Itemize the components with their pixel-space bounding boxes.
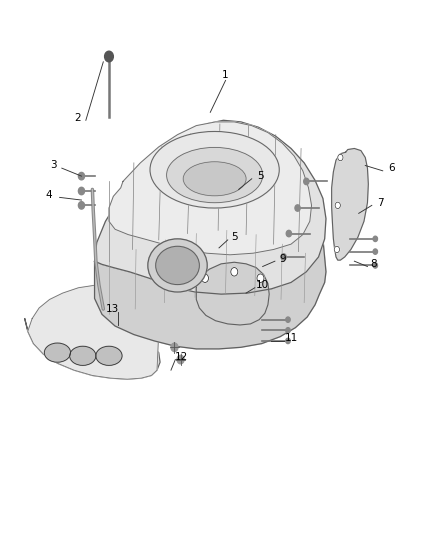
- Circle shape: [304, 178, 309, 184]
- Circle shape: [105, 51, 113, 62]
- Circle shape: [286, 230, 291, 237]
- Text: 4: 4: [46, 190, 52, 200]
- Circle shape: [78, 187, 85, 195]
- Text: 8: 8: [371, 259, 377, 269]
- Ellipse shape: [183, 162, 246, 196]
- Circle shape: [286, 328, 290, 333]
- Ellipse shape: [96, 346, 122, 366]
- Ellipse shape: [44, 343, 71, 362]
- Circle shape: [338, 155, 343, 161]
- Circle shape: [334, 246, 339, 253]
- Circle shape: [373, 263, 378, 268]
- Polygon shape: [25, 319, 160, 379]
- Polygon shape: [28, 284, 160, 379]
- Circle shape: [373, 236, 378, 241]
- Text: 3: 3: [50, 160, 57, 171]
- Circle shape: [177, 356, 184, 364]
- Text: 12: 12: [175, 352, 188, 362]
- Text: 11: 11: [284, 333, 298, 343]
- Polygon shape: [332, 149, 368, 260]
- Circle shape: [171, 343, 178, 352]
- Ellipse shape: [148, 239, 207, 292]
- Circle shape: [335, 202, 340, 208]
- Ellipse shape: [150, 132, 279, 208]
- Circle shape: [373, 249, 378, 254]
- Circle shape: [78, 172, 85, 180]
- Circle shape: [201, 274, 208, 282]
- Text: 5: 5: [257, 171, 264, 181]
- Text: 6: 6: [388, 163, 395, 173]
- Text: 1: 1: [222, 70, 229, 80]
- Circle shape: [286, 338, 290, 344]
- Text: 2: 2: [74, 112, 81, 123]
- Ellipse shape: [155, 246, 199, 285]
- Text: 5: 5: [231, 232, 237, 243]
- Polygon shape: [109, 122, 311, 255]
- Ellipse shape: [166, 148, 263, 203]
- Circle shape: [257, 274, 264, 282]
- Circle shape: [286, 317, 290, 322]
- Text: 13: 13: [106, 304, 119, 314]
- Circle shape: [295, 205, 300, 211]
- Ellipse shape: [70, 346, 96, 366]
- Polygon shape: [95, 239, 326, 349]
- Text: 10: 10: [256, 280, 269, 290]
- Circle shape: [231, 268, 238, 276]
- Polygon shape: [95, 120, 326, 294]
- Polygon shape: [196, 262, 269, 325]
- Text: 9: 9: [279, 254, 286, 263]
- Text: 7: 7: [377, 198, 384, 208]
- Circle shape: [78, 201, 85, 209]
- Circle shape: [281, 254, 286, 260]
